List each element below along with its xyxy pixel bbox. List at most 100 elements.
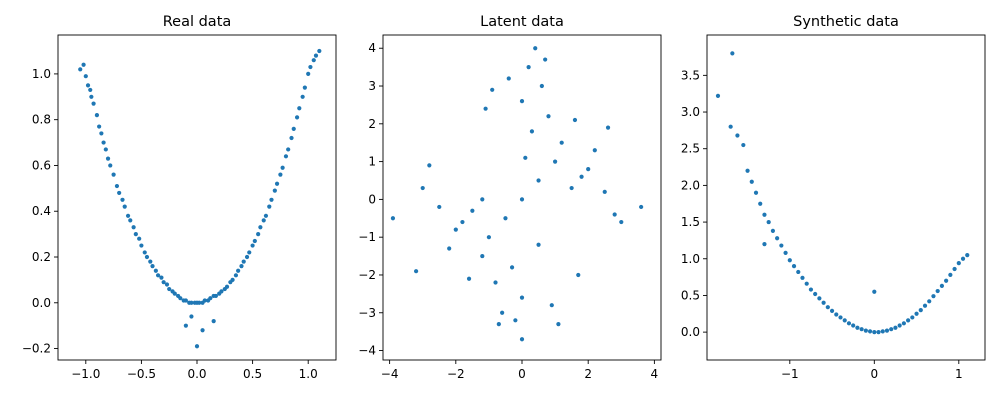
data-point bbox=[239, 264, 244, 269]
data-point bbox=[480, 197, 485, 202]
data-point bbox=[120, 197, 125, 202]
x-tick-label: 0 bbox=[518, 367, 526, 381]
data-point bbox=[258, 225, 263, 230]
data-point bbox=[91, 101, 96, 106]
data-point bbox=[931, 294, 936, 299]
data-point bbox=[519, 295, 525, 300]
data-point bbox=[952, 266, 957, 272]
data-point bbox=[128, 218, 133, 223]
chart-title: Synthetic data bbox=[793, 14, 899, 30]
data-point bbox=[741, 142, 746, 148]
data-point bbox=[859, 327, 864, 332]
x-tick-label: 0.5 bbox=[243, 367, 262, 381]
data-point bbox=[639, 204, 644, 210]
y-tick-label: 0.8 bbox=[32, 113, 51, 127]
data-point bbox=[851, 323, 856, 328]
x-tick-label: −2 bbox=[447, 367, 465, 381]
data-point bbox=[619, 219, 624, 225]
data-point bbox=[414, 269, 419, 274]
y-tick-label: 3 bbox=[368, 79, 376, 93]
data-point bbox=[272, 188, 277, 193]
data-point bbox=[539, 83, 544, 89]
scatter-points bbox=[715, 51, 970, 335]
x-tick-label: 1 bbox=[955, 367, 963, 381]
panel-1: Real data −1.0 −0.5 0.0 0.5 1.0 −0.2 0.0 0.2 0.4 0… bbox=[22, 14, 337, 381]
scatter-points bbox=[390, 46, 644, 342]
data-point bbox=[280, 165, 285, 170]
data-point bbox=[480, 253, 485, 259]
data-point bbox=[83, 74, 88, 79]
data-point bbox=[139, 243, 144, 248]
data-point bbox=[855, 325, 860, 330]
data-point bbox=[155, 273, 161, 278]
data-point bbox=[189, 314, 194, 319]
data-point bbox=[553, 159, 558, 164]
data-point bbox=[496, 322, 501, 327]
data-point bbox=[842, 318, 847, 323]
data-point bbox=[286, 147, 291, 152]
y-tick-label: −3 bbox=[358, 306, 376, 320]
data-point bbox=[460, 219, 465, 225]
data-point bbox=[533, 46, 538, 51]
data-point bbox=[586, 167, 591, 172]
y-tick-label: 2 bbox=[368, 117, 376, 131]
y-tick-label: −0.2 bbox=[22, 342, 51, 356]
data-point bbox=[78, 67, 83, 72]
data-point bbox=[834, 312, 839, 317]
data-point bbox=[211, 318, 216, 324]
y-tick-label: −1 bbox=[358, 230, 376, 244]
data-point bbox=[247, 250, 252, 255]
data-point bbox=[81, 62, 86, 67]
data-point bbox=[783, 250, 788, 255]
data-point bbox=[825, 305, 830, 310]
data-point bbox=[775, 236, 780, 241]
data-point bbox=[89, 94, 94, 99]
data-point bbox=[519, 197, 525, 202]
x-tick-label: 0.0 bbox=[187, 367, 206, 381]
data-point bbox=[872, 330, 877, 335]
data-point bbox=[918, 308, 923, 313]
chart-title: Latent data bbox=[480, 14, 564, 30]
data-point bbox=[105, 156, 111, 161]
data-point bbox=[108, 163, 113, 168]
data-point bbox=[85, 83, 91, 88]
data-point bbox=[745, 168, 750, 173]
data-point bbox=[252, 238, 257, 244]
y-tick-label: 1 bbox=[368, 155, 376, 169]
data-point bbox=[612, 212, 617, 217]
x-tick-label: −0.5 bbox=[127, 367, 156, 381]
data-point bbox=[267, 204, 272, 209]
data-point bbox=[897, 323, 902, 328]
x-tick-label: 1.0 bbox=[299, 367, 318, 381]
data-point bbox=[289, 135, 294, 141]
data-point bbox=[224, 284, 230, 289]
data-point bbox=[470, 208, 475, 213]
x-tick-label: 2 bbox=[584, 367, 592, 381]
data-point bbox=[893, 325, 898, 330]
y-tick-label: 1.5 bbox=[681, 215, 700, 229]
data-point bbox=[244, 254, 250, 260]
data-point bbox=[749, 179, 754, 184]
x-tick-label: −1 bbox=[781, 367, 799, 381]
x-tick-label: −4 bbox=[381, 367, 399, 381]
data-point bbox=[796, 269, 801, 275]
data-point bbox=[99, 131, 104, 136]
y-tick-label: 0.0 bbox=[681, 325, 700, 339]
y-tick-label: 0.6 bbox=[32, 158, 51, 172]
data-point bbox=[278, 172, 283, 177]
data-point bbox=[167, 286, 172, 292]
y-tick-label: 1.0 bbox=[32, 67, 51, 81]
data-point bbox=[766, 219, 771, 225]
data-point bbox=[500, 310, 505, 315]
data-point bbox=[453, 227, 458, 232]
data-point bbox=[779, 243, 784, 248]
data-point bbox=[867, 329, 873, 334]
data-point bbox=[965, 252, 970, 258]
y-tick-label: 1.0 bbox=[681, 252, 700, 266]
data-point bbox=[536, 178, 541, 183]
data-point bbox=[523, 155, 528, 160]
y-tick-label: 4 bbox=[368, 41, 376, 55]
data-point bbox=[483, 106, 488, 111]
data-point bbox=[813, 291, 818, 297]
